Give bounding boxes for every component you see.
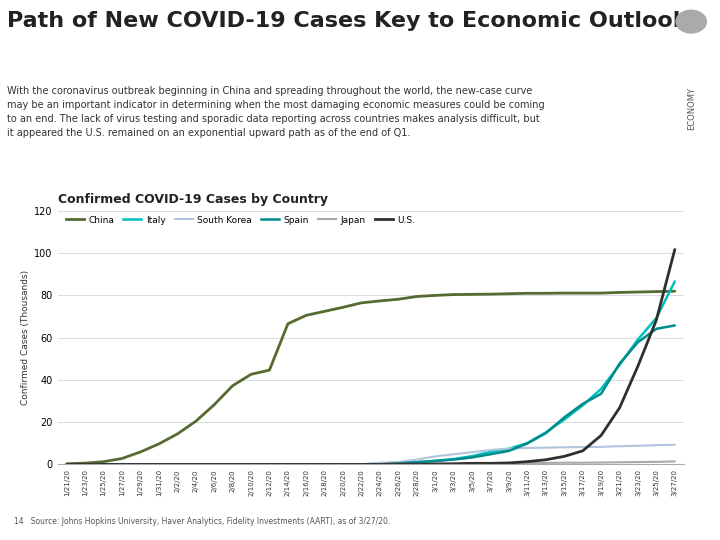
Text: ECONOMY: ECONOMY xyxy=(687,86,696,130)
Text: ⚫ Fidelity
INVESTMENTS: ⚫ Fidelity INVESTMENTS xyxy=(578,505,657,526)
Circle shape xyxy=(676,10,706,33)
Text: With the coronavirus outbreak beginning in China and spreading throughout the wo: With the coronavirus outbreak beginning … xyxy=(7,86,545,138)
Y-axis label: Confirmed Cases (Thousands): Confirmed Cases (Thousands) xyxy=(21,270,30,405)
Text: Confirmed COVID-19 Cases by Country: Confirmed COVID-19 Cases by Country xyxy=(58,193,328,206)
Text: Path of New COVID-19 Cases Key to Economic Outlook: Path of New COVID-19 Cases Key to Econom… xyxy=(7,11,688,31)
Text: 14   Source: Johns Hopkins University, Haver Analytics, Fidelity Investments (AA: 14 Source: Johns Hopkins University, Hav… xyxy=(14,517,391,525)
Legend: China, Italy, South Korea, Spain, Japan, U.S.: China, Italy, South Korea, Spain, Japan,… xyxy=(62,212,419,228)
